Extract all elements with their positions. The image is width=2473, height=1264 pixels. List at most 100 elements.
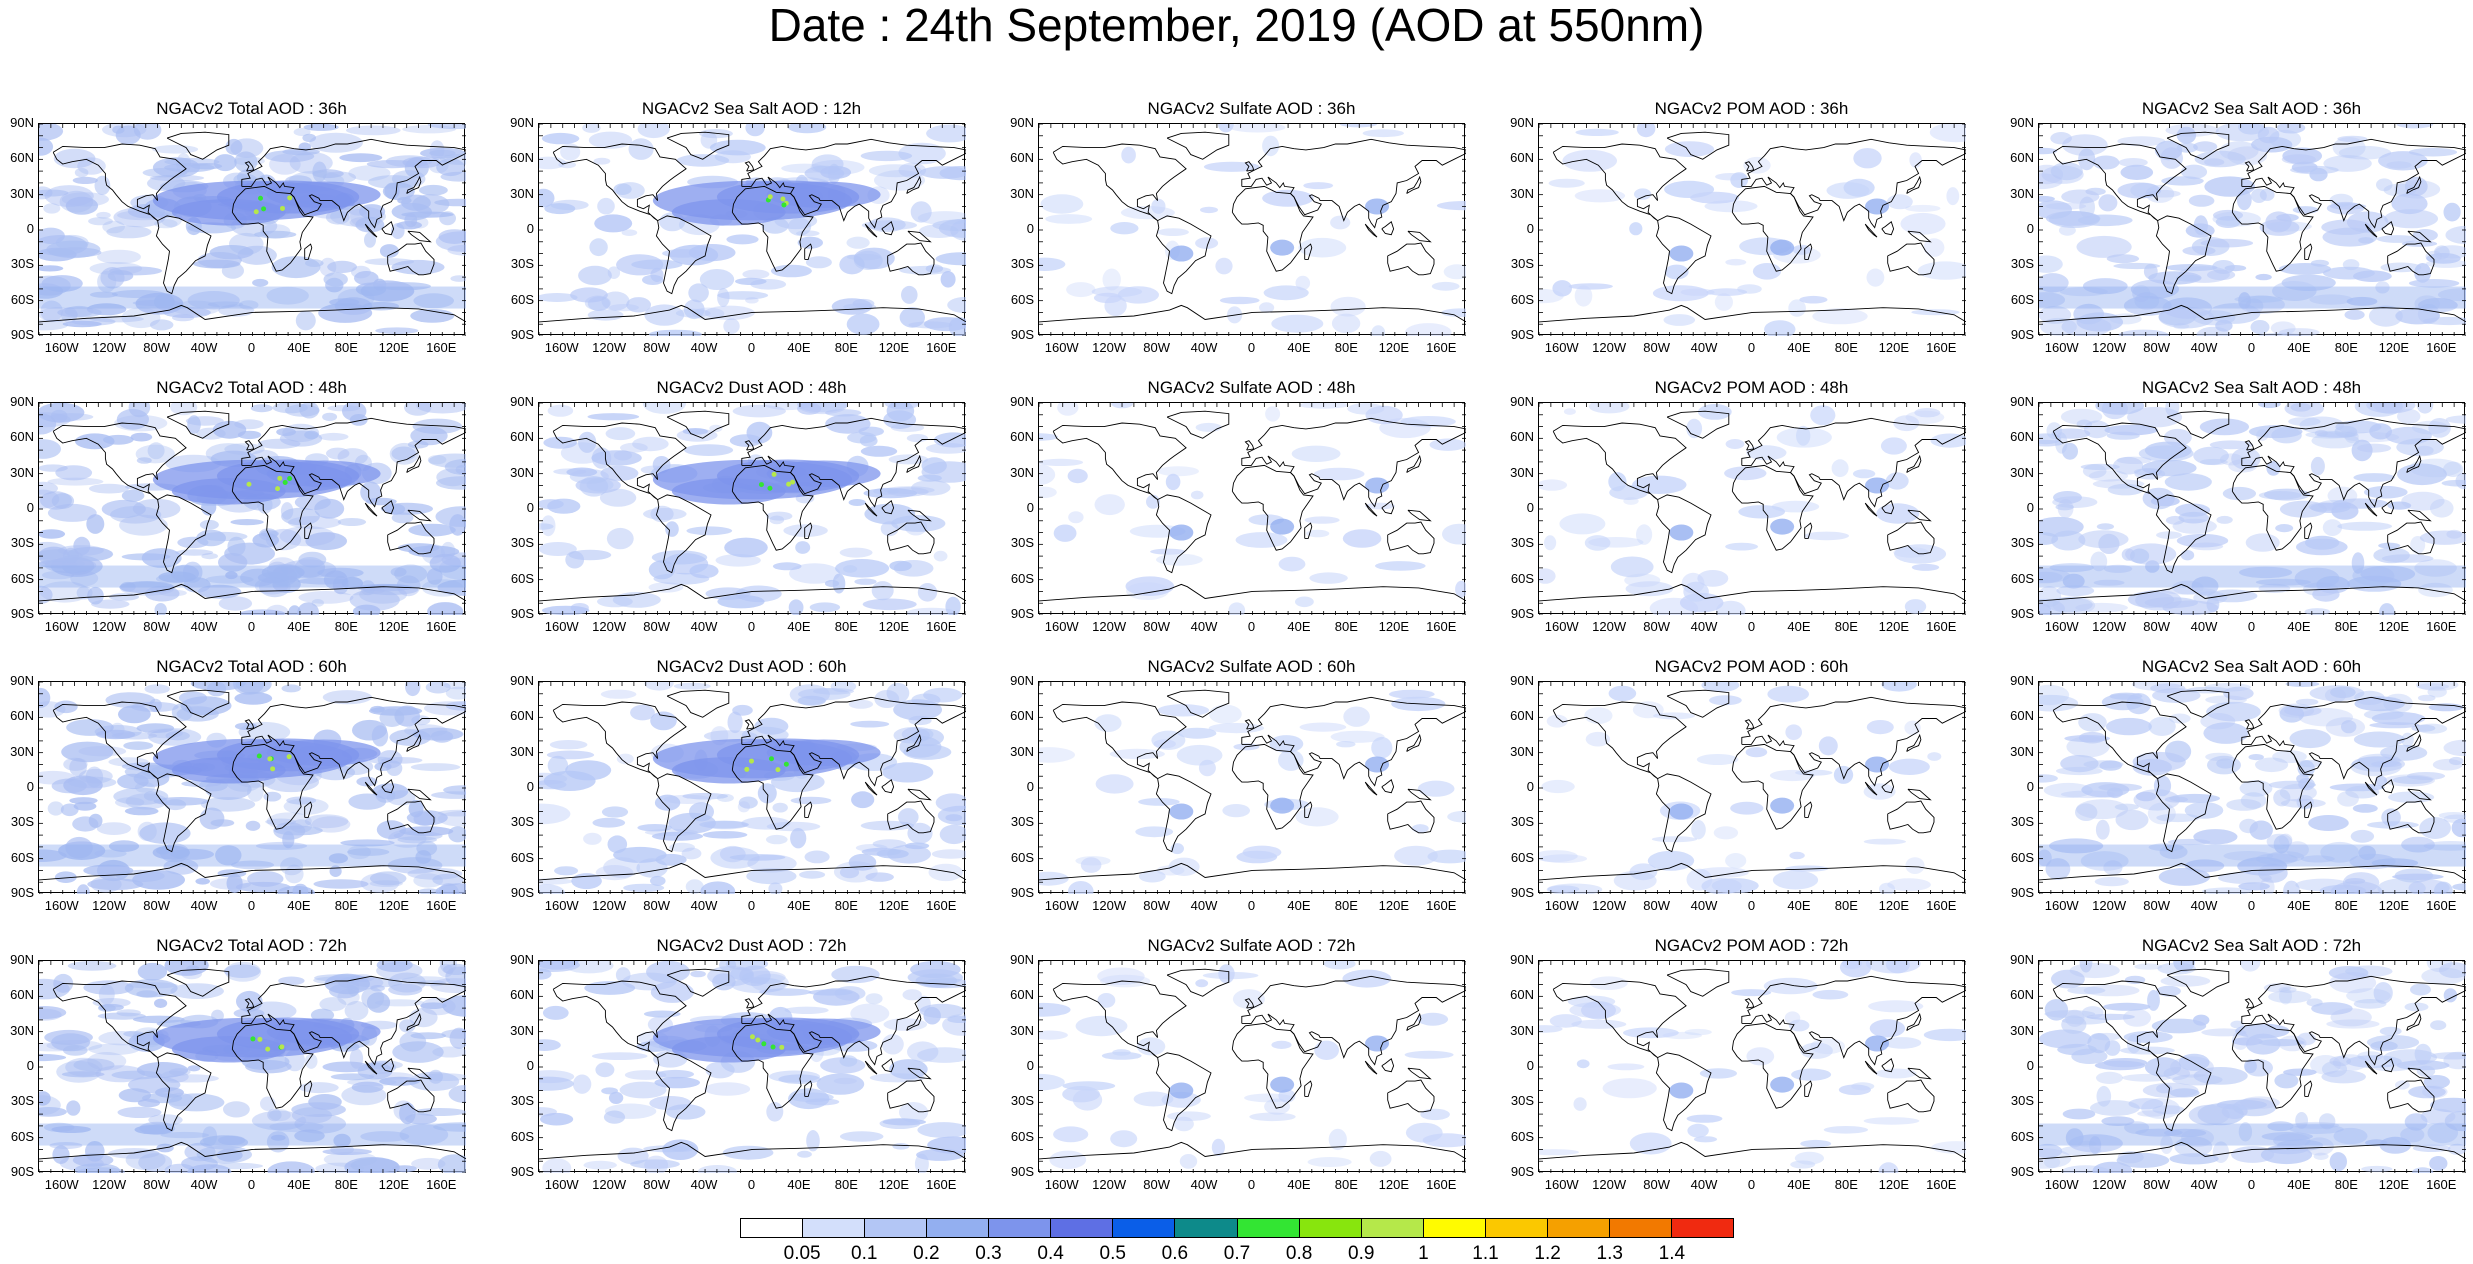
colorbar-box bbox=[1547, 1219, 1610, 1237]
lat-tick-label: 90N bbox=[510, 115, 534, 130]
lon-tick-label: 120W bbox=[92, 619, 127, 634]
lon-tick-label: 80E bbox=[1334, 619, 1358, 634]
aod-field bbox=[2039, 124, 2466, 336]
lon-tick-label: 80E bbox=[1834, 619, 1858, 634]
lon-tick-label: 120W bbox=[2092, 898, 2127, 913]
lon-tick-label: 80W bbox=[1143, 1177, 1170, 1192]
lon-tick-label: 0 bbox=[247, 619, 256, 634]
colorbar-label: 0.7 bbox=[1223, 1243, 1251, 1264]
lon-tick-label: 120E bbox=[2378, 898, 2410, 913]
lat-tick-label: 90N bbox=[2010, 673, 2034, 688]
map-panel bbox=[38, 402, 466, 615]
lat-tick-label: 60S bbox=[1010, 570, 1034, 586]
lon-tick-label: 120W bbox=[92, 1177, 127, 1192]
lon-tick-label: 40W bbox=[190, 340, 218, 355]
colorbar-label: 1.3 bbox=[1596, 1243, 1623, 1264]
lat-tick-label: 60N bbox=[1510, 987, 1534, 1003]
aod-map bbox=[539, 961, 966, 1173]
lat-tick-label: 90N bbox=[2010, 394, 2034, 409]
lon-tick-label: 80E bbox=[1334, 340, 1358, 355]
aod-field bbox=[1039, 403, 1466, 615]
lat-tick-label: 60S bbox=[1510, 1128, 1534, 1144]
lon-tick-label: 160W bbox=[44, 1177, 79, 1192]
lat-tick-label: 90S bbox=[510, 885, 534, 900]
lat-tick-label: 90S bbox=[1010, 606, 1034, 621]
coastlines bbox=[2039, 131, 2466, 323]
coastlines bbox=[2039, 410, 2466, 602]
lat-tick-label: 30N bbox=[1010, 743, 1034, 759]
coastlines bbox=[39, 689, 466, 881]
lat-tick-label: 60N bbox=[1010, 708, 1034, 724]
lat-tick-label: 60S bbox=[1510, 570, 1534, 586]
lat-tick-label: 60N bbox=[510, 150, 534, 166]
colorbar-box bbox=[989, 1219, 1052, 1237]
lon-tick-label: 160E bbox=[2426, 340, 2457, 355]
lon-tick-label: 80W bbox=[1643, 898, 1670, 913]
lon-tick-label: 40W bbox=[1690, 1177, 1718, 1192]
coastlines bbox=[2039, 968, 2466, 1160]
lon-tick-label: 120W bbox=[1092, 898, 1127, 913]
colorbar-label: 0.2 bbox=[913, 1243, 940, 1264]
aod-map bbox=[1539, 682, 1966, 894]
lon-tick-label: 120W bbox=[1592, 1177, 1627, 1192]
lon-tick-label: 120E bbox=[378, 898, 410, 913]
coastlines bbox=[39, 410, 466, 602]
lon-tick-label: 160E bbox=[1426, 619, 1457, 634]
lon-tick-label: 80E bbox=[2334, 340, 2358, 355]
colorbar-label: 1.2 bbox=[1534, 1243, 1561, 1264]
lon-tick-label: 160W bbox=[2044, 1177, 2079, 1192]
lat-tick-label: 30N bbox=[10, 464, 34, 480]
lat-tick-label: 60S bbox=[510, 849, 534, 865]
lon-tick-label: 40W bbox=[190, 898, 218, 913]
lon-tick-label: 40W bbox=[1690, 340, 1718, 355]
panel-title: NGACv2 POM AOD : 48h bbox=[1654, 378, 1849, 397]
lon-tick-label: 120W bbox=[1092, 619, 1127, 634]
lon-tick-label: 80W bbox=[1643, 340, 1670, 355]
lat-tick-label: 60S bbox=[1010, 291, 1034, 307]
colorbar-label: 0.8 bbox=[1285, 1243, 1313, 1264]
lat-tick-label: 30N bbox=[1510, 185, 1534, 201]
lat-tick-label: 30N bbox=[510, 185, 534, 201]
lon-tick-label: 80W bbox=[143, 1177, 170, 1192]
lon-tick-label: 120W bbox=[1092, 1177, 1127, 1192]
colorbar-box bbox=[927, 1219, 990, 1237]
lon-tick-label: 80E bbox=[2334, 898, 2358, 913]
lon-tick-label: 160E bbox=[2426, 619, 2457, 634]
map-panel bbox=[38, 960, 466, 1173]
lat-tick-label: 90N bbox=[1510, 952, 1534, 967]
lon-tick-label: 40E bbox=[2287, 619, 2311, 634]
aod-map bbox=[2039, 124, 2466, 336]
coastlines bbox=[1039, 968, 1466, 1160]
lat-tick-label: 60N bbox=[1010, 429, 1034, 445]
lon-tick-label: 160E bbox=[926, 619, 957, 634]
lat-tick-label: 90N bbox=[1010, 952, 1034, 967]
lat-tick-label: 30N bbox=[510, 743, 534, 759]
aod-map bbox=[2039, 961, 2466, 1173]
lat-tick-label: 30S bbox=[1510, 1093, 1534, 1109]
colorbar-box bbox=[1361, 1219, 1424, 1237]
lat-tick-label: 90S bbox=[1510, 1164, 1534, 1179]
lon-tick-label: 160W bbox=[1544, 1177, 1579, 1192]
lon-tick-label: 40E bbox=[1287, 619, 1311, 634]
lon-tick-label: 40W bbox=[2190, 340, 2218, 355]
lon-tick-label: 40W bbox=[190, 619, 218, 634]
lat-tick-label: 90N bbox=[510, 952, 534, 967]
lat-tick-label: 0 bbox=[1526, 500, 1534, 515]
lat-tick-label: 90S bbox=[2010, 1164, 2034, 1179]
lon-tick-label: 160W bbox=[1544, 340, 1579, 355]
coastlines bbox=[1539, 968, 1966, 1160]
lon-tick-label: 160E bbox=[1426, 1177, 1457, 1192]
lat-tick-label: 30S bbox=[510, 535, 534, 551]
lon-tick-label: 0 bbox=[247, 340, 256, 355]
lat-tick-label: 60S bbox=[10, 1128, 34, 1144]
lat-tick-label: 60N bbox=[10, 150, 34, 166]
lon-tick-label: 40E bbox=[1287, 898, 1311, 913]
lat-tick-label: 0 bbox=[1026, 221, 1034, 236]
lat-tick-label: 90N bbox=[10, 673, 34, 688]
map-panel bbox=[538, 402, 966, 615]
lon-tick-label: 160W bbox=[1544, 619, 1579, 634]
lon-tick-label: 0 bbox=[1747, 898, 1756, 913]
lon-tick-label: 160E bbox=[926, 898, 957, 913]
coastlines bbox=[539, 689, 966, 881]
lat-tick-label: 60N bbox=[510, 429, 534, 445]
